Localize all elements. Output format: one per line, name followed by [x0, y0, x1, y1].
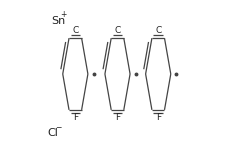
Text: F: F [73, 112, 78, 122]
Text: C: C [114, 26, 121, 35]
Text: Cl: Cl [47, 128, 58, 138]
Text: −: − [55, 123, 61, 132]
Text: F: F [156, 112, 161, 122]
Text: C: C [72, 26, 78, 35]
Text: C: C [155, 26, 161, 35]
Text: F: F [115, 112, 120, 122]
Text: Sn: Sn [52, 16, 66, 26]
Text: +: + [60, 10, 67, 18]
